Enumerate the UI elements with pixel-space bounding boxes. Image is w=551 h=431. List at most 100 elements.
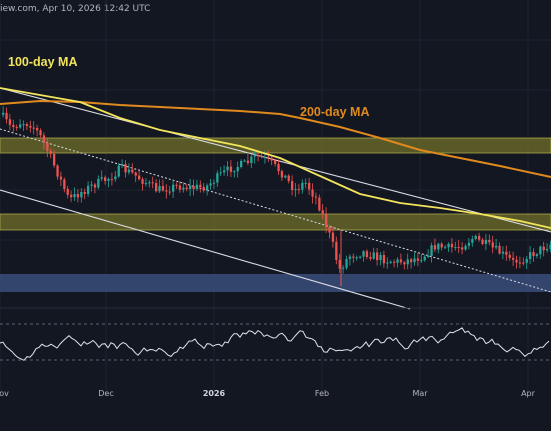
candle-up [379,255,382,261]
candle-up [447,243,450,248]
candle-down [25,124,29,126]
candle-down [104,177,107,181]
candle-down [325,213,328,228]
candlestick-series [2,106,551,286]
candle-up [90,184,93,186]
candle-down [491,242,494,248]
candle-up [219,172,222,174]
candle-down [416,258,420,261]
candle-down [335,241,338,261]
candle-up [226,166,229,171]
candle-down [185,187,188,190]
candle-down [508,254,511,258]
candle-up [420,260,423,262]
candle-up [73,193,76,198]
candle-up [182,187,185,190]
candle-up [107,179,110,181]
candle-down [138,175,141,180]
candle-down [76,193,80,198]
candle-up [539,246,542,255]
candle-down [151,182,154,184]
candle-down [512,257,515,260]
candle-down [70,194,73,198]
candle-up [342,267,345,269]
candle-down [450,243,454,248]
candle-down [311,189,314,197]
candle-up [454,247,457,249]
candle-down [297,189,301,191]
candle-up [100,177,103,179]
candle-up [216,173,219,183]
candle-down [46,142,49,151]
candle-down [532,252,535,257]
candle-down [110,179,114,181]
candle-down [382,255,386,264]
resistance-zone-upper [0,137,551,154]
candle-down [141,179,144,184]
candle-down [369,257,372,259]
candle-down [8,119,12,125]
candle-up [114,176,117,180]
candle-down [199,184,202,187]
candle-down [63,179,66,189]
candle-down [15,127,18,129]
candle-up [529,252,532,259]
candle-down [59,176,63,180]
candle-down [267,156,270,158]
candle-up [484,239,488,244]
candle-up [467,242,471,246]
candle-up [549,244,551,249]
candle-down [134,172,137,176]
candle-down [229,166,233,172]
chart-header-text: iew.com, Apr 10, 2026 12:42 UTC [0,4,150,14]
candle-up [284,175,287,178]
x-axis: ov Dec 2026 Feb Mar Apr [0,389,536,398]
candle-up [19,124,22,128]
candle-down [365,251,369,258]
candle-down [314,196,318,198]
ma100-line [0,87,551,229]
candle-up [301,182,304,190]
candle-up [359,256,362,258]
candle-down [42,135,46,143]
candle-down [481,239,484,244]
ma200-label: 200-day MA [300,105,369,119]
candle-up [345,259,348,268]
candle-down [277,163,280,172]
candle-down [274,160,277,164]
candle-up [389,261,392,263]
candle-down [83,192,86,194]
candle-up [144,183,148,185]
candle-up [97,178,100,188]
candle-down [461,247,464,250]
candle-up [362,251,365,257]
candle-down [53,153,56,166]
candle-down [478,235,481,240]
candle-up [471,238,474,243]
candle-down [49,150,52,154]
candle-up [348,256,352,260]
candle-up [444,247,447,249]
candle-down [522,262,525,264]
candle-up [189,185,192,190]
candle-up [195,184,199,190]
rsi-pane [0,323,551,361]
candle-down [321,210,324,214]
candle-down [56,165,59,177]
candle-up [304,182,307,184]
candle-down [168,191,171,193]
candle-up [80,192,83,198]
channel-lower-line [0,189,411,310]
candle-up [294,189,297,191]
candle-down [93,184,97,188]
x-tick-label: Apr [521,389,536,398]
candle-up [430,245,433,256]
candle-up [386,262,389,264]
candle-down [260,155,263,157]
candle-up [546,248,549,251]
candle-down [246,160,250,164]
candle-up [413,258,416,263]
candle-up [501,251,505,254]
